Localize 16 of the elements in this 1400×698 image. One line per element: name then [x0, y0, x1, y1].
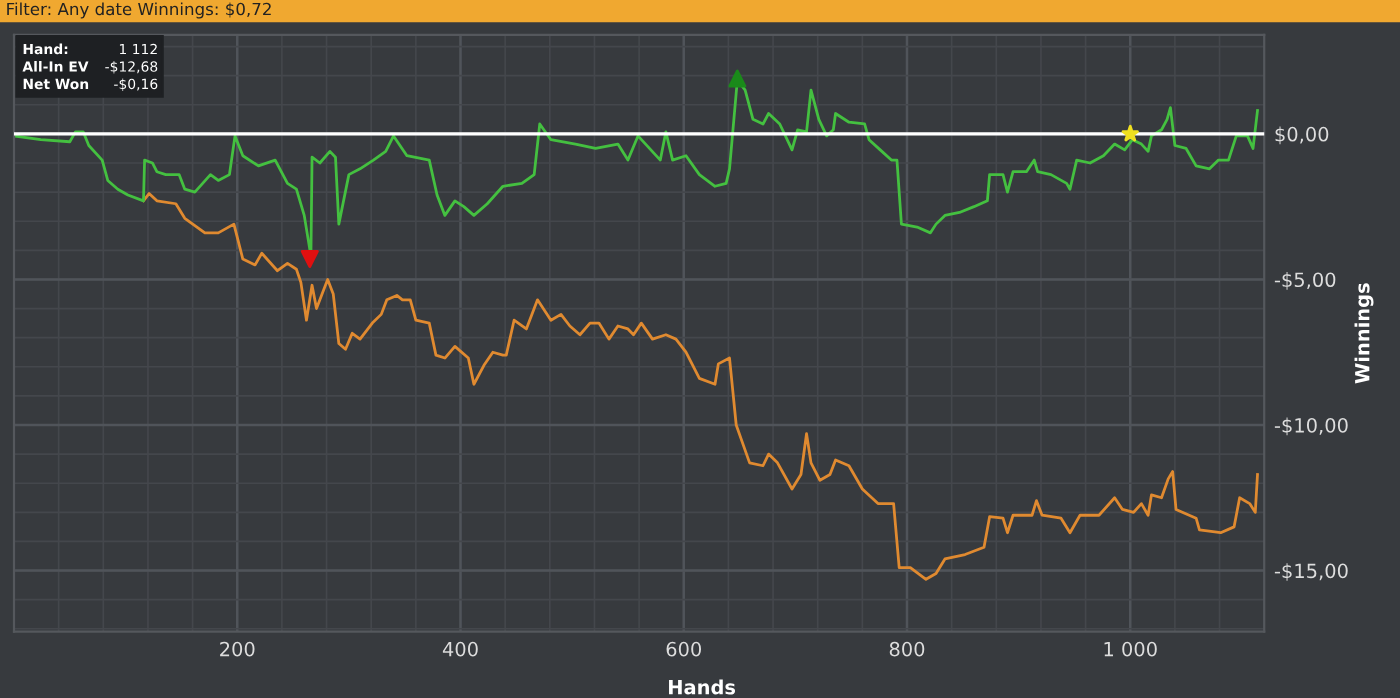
- point: [728, 69, 747, 88]
- point: [1121, 124, 1139, 142]
- y-tick-label: -$5,00: [1274, 272, 1336, 290]
- y-tick-label: -$15,00: [1274, 563, 1348, 581]
- x-tick-label: 1 000: [1104, 641, 1157, 657]
- x-tick-label: 200: [220, 641, 255, 657]
- y-axis-title: Winnings: [1354, 283, 1374, 384]
- point: [300, 250, 319, 269]
- x-axis-title: Hands: [669, 679, 736, 695]
- x-tick-label: 600: [666, 641, 702, 657]
- x-tick-label: 400: [442, 641, 478, 657]
- text: Filter: Any date Winnings: $0,72: [7, 2, 271, 19]
- x-tick-label: 800: [889, 641, 925, 657]
- y-tick-label: -$10,00: [1274, 417, 1348, 436]
- line-series: [142, 192, 1259, 581]
- y-tick-label: $0,00: [1275, 126, 1329, 145]
